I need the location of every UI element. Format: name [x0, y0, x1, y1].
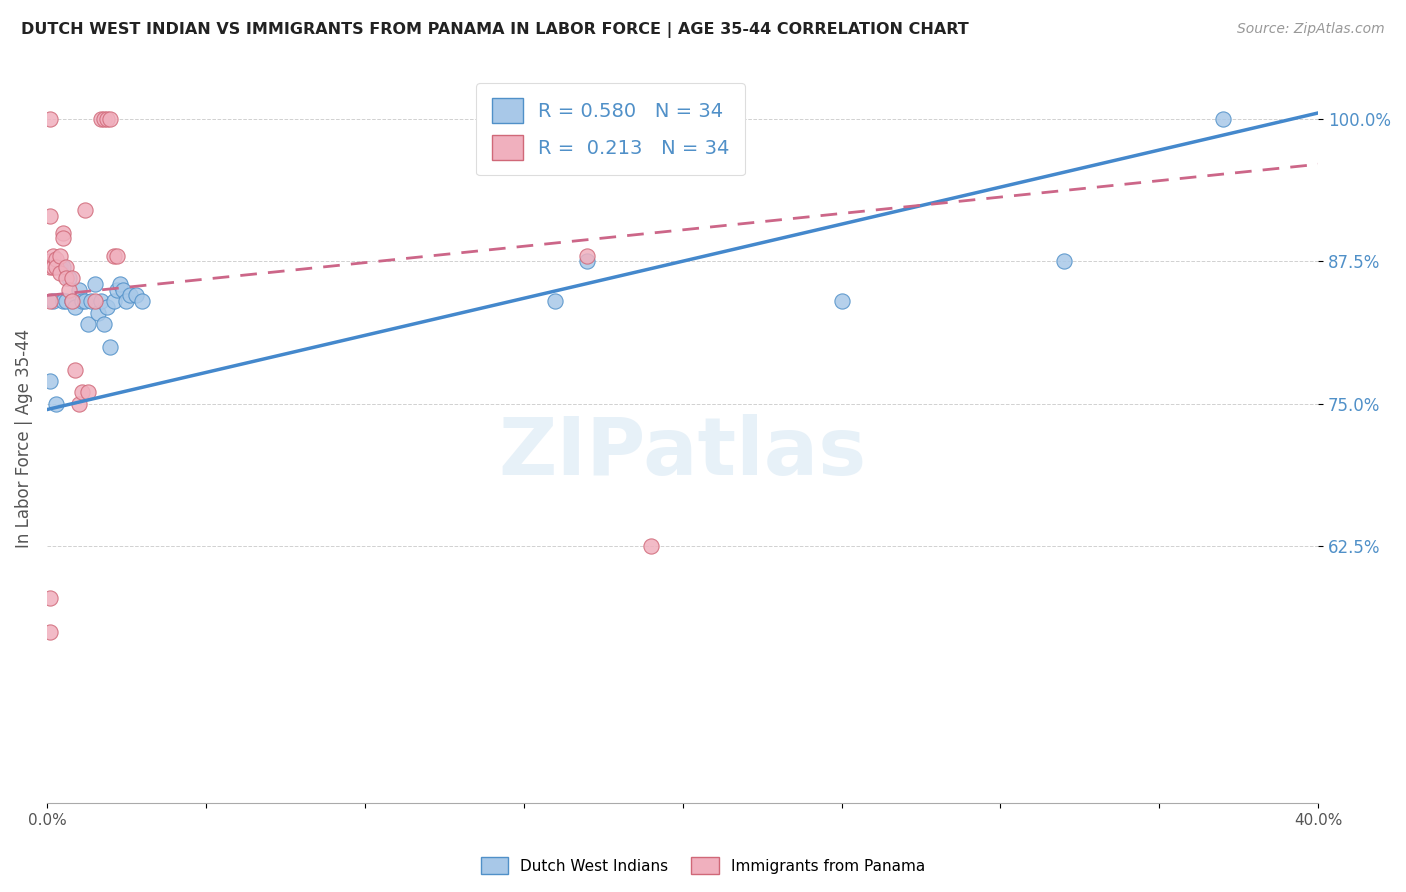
Point	[58, 271, 80, 285]
Point	[52, 260, 75, 274]
Point	[39, 374, 62, 388]
Point	[93, 317, 115, 331]
Point	[90, 294, 112, 309]
Point	[93, 112, 115, 126]
Point	[42, 294, 65, 309]
Legend: R = 0.580   N = 34, R =  0.213   N = 34: R = 0.580 N = 34, R = 0.213 N = 34	[477, 83, 745, 176]
Point	[118, 288, 141, 302]
Point	[60, 294, 83, 309]
Point	[65, 300, 87, 314]
Point	[39, 209, 62, 223]
Point	[100, 112, 122, 126]
Point	[87, 305, 110, 319]
Point	[45, 260, 67, 274]
Point	[105, 248, 128, 262]
Point	[83, 277, 105, 291]
Point	[103, 248, 125, 262]
Point	[48, 266, 70, 280]
Point	[831, 294, 853, 309]
Point	[55, 271, 77, 285]
Point	[65, 362, 87, 376]
Point	[70, 294, 93, 309]
Point	[77, 385, 100, 400]
Point	[576, 248, 599, 262]
Point	[103, 294, 125, 309]
Point	[640, 540, 662, 554]
Point	[105, 283, 128, 297]
Point	[58, 283, 80, 297]
Point	[42, 248, 65, 262]
Point	[70, 385, 93, 400]
Text: Source: ZipAtlas.com: Source: ZipAtlas.com	[1237, 22, 1385, 37]
Point	[90, 112, 112, 126]
Point	[131, 294, 153, 309]
Text: DUTCH WEST INDIAN VS IMMIGRANTS FROM PANAMA IN LABOR FORCE | AGE 35-44 CORRELATI: DUTCH WEST INDIAN VS IMMIGRANTS FROM PAN…	[21, 22, 969, 38]
Point	[100, 340, 122, 354]
Point	[39, 591, 62, 605]
Point	[45, 252, 67, 266]
Point	[1053, 254, 1076, 268]
Point	[45, 397, 67, 411]
Point	[73, 294, 96, 309]
Point	[52, 294, 75, 309]
Point	[544, 294, 567, 309]
Point	[39, 294, 62, 309]
Point	[1212, 112, 1234, 126]
Y-axis label: In Labor Force | Age 35-44: In Labor Force | Age 35-44	[15, 328, 32, 548]
Point	[96, 112, 118, 126]
Point	[48, 260, 70, 274]
Point	[115, 294, 138, 309]
Point	[576, 254, 599, 268]
Point	[108, 277, 131, 291]
Point	[39, 112, 62, 126]
Point	[55, 260, 77, 274]
Point	[60, 294, 83, 309]
Point	[39, 254, 62, 268]
Point	[96, 300, 118, 314]
Point	[83, 294, 105, 309]
Point	[125, 288, 148, 302]
Legend: Dutch West Indians, Immigrants from Panama: Dutch West Indians, Immigrants from Pana…	[474, 851, 932, 880]
Point	[80, 294, 103, 309]
Point	[52, 231, 75, 245]
Point	[67, 397, 90, 411]
Point	[55, 294, 77, 309]
Text: ZIPatlas: ZIPatlas	[499, 414, 866, 491]
Point	[52, 226, 75, 240]
Point	[39, 625, 62, 640]
Point	[73, 202, 96, 217]
Point	[48, 248, 70, 262]
Point	[60, 271, 83, 285]
Point	[77, 317, 100, 331]
Point	[42, 260, 65, 274]
Point	[67, 283, 90, 297]
Point	[39, 260, 62, 274]
Point	[112, 283, 135, 297]
